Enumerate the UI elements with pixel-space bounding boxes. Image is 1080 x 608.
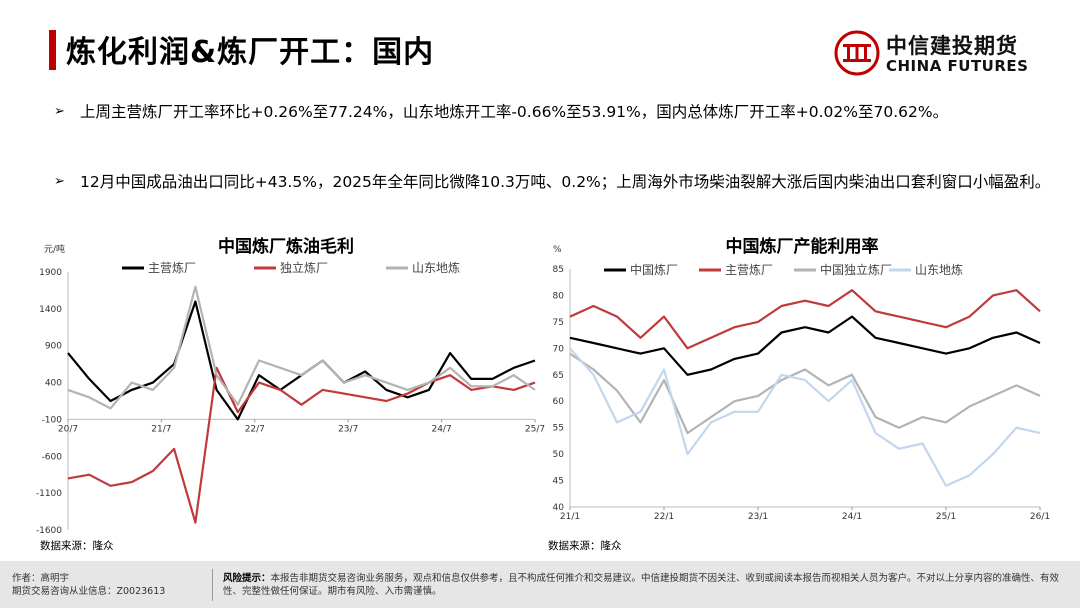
y-tick-label: 60 [553, 397, 565, 407]
y-tick-label: 400 [45, 379, 62, 389]
y-tick-label: 65 [553, 371, 564, 381]
chart-refining-margin: 中国炼厂炼油毛利 元/吨 1900 1400 900 400 -100 -600 -1100 -1… [30, 232, 545, 537]
y-tick-label: 45 [553, 477, 564, 487]
chart-title: 中国炼厂炼油毛利 [218, 236, 354, 257]
legend-label: 主营炼厂 [725, 262, 773, 277]
y-axis-unit: % [553, 245, 562, 255]
y-tick-label: -1600 [36, 526, 62, 536]
y-tick-label: 85 [553, 265, 564, 275]
series-line-3 [67, 285, 536, 410]
legend-label: 山东地炼 [412, 260, 460, 275]
x-tick-label: 26/1 [1030, 512, 1050, 522]
y-tick-label: -600 [42, 452, 63, 462]
x-tick-label: 23/7 [338, 424, 358, 434]
y-tick-label: 55 [553, 424, 564, 434]
bullet-text: 12月中国成品油出口同比+43.5%，2025年全年同比微降10.3万吨、0.2… [80, 173, 1051, 191]
x-tick-label: 21/1 [560, 512, 580, 522]
y-tick-label: 75 [553, 318, 564, 328]
x-tick-label: 23/1 [748, 512, 768, 522]
series-line-3 [569, 352, 1041, 435]
x-tick-label: 22/1 [654, 512, 674, 522]
x-tick-label: 24/7 [431, 424, 451, 434]
series-line-2 [569, 289, 1041, 350]
series-line-2 [67, 366, 536, 524]
legend-label: 山东地炼 [915, 262, 963, 277]
legend-label: 主营炼厂 [148, 260, 196, 275]
legend-label: 独立炼厂 [280, 260, 328, 275]
series-line-1 [569, 315, 1041, 376]
title-accent-bar [49, 30, 56, 70]
series-line-4 [569, 347, 1041, 487]
data-source-right: 数据来源：隆众 [548, 540, 622, 552]
y-tick-label: 40 [553, 503, 565, 513]
y-axis-unit: 元/吨 [44, 243, 65, 255]
footer-divider [212, 569, 213, 601]
chart-refining-margin-svg: 中国炼厂炼油毛利 元/吨 1900 1400 900 400 -100 -600 -1100 -1… [36, 236, 545, 536]
y-tick-label: 80 [553, 291, 565, 301]
footer-risk-label: 风险提示： [223, 573, 271, 584]
legend-label: 中国独立炼厂 [820, 262, 892, 277]
x-tick-label: 25/1 [936, 512, 956, 522]
x-tick-label: 22/7 [245, 424, 265, 434]
footer-license: 期货交易咨询从业信息：Z0023613 [12, 586, 166, 597]
y-tick-label: 900 [45, 342, 62, 352]
logo-emblem-icon [834, 30, 880, 76]
x-tick-label: 21/7 [151, 424, 171, 434]
x-tick-label: 25/7 [525, 424, 545, 434]
footer-author-info: 作者：高明宇 期货交易咨询从业信息：Z0023613 [12, 572, 165, 598]
y-tick-label: -100 [42, 415, 63, 425]
y-tick-label: -1100 [36, 489, 62, 499]
bullet-arrow-icon: ➢ [54, 104, 65, 119]
y-tick-label: 1400 [39, 305, 62, 315]
legend-label: 中国炼厂 [630, 262, 678, 277]
footer-risk-notice: 风险提示：本报告非期货交易咨询业务服务，观点和信息仅供参考，且不构成任何推介和交… [223, 572, 1063, 598]
x-tick-label: 20/7 [58, 424, 78, 434]
footer-risk-text: 本报告非期货交易咨询业务服务，观点和信息仅供参考，且不构成任何推介和交易建议。中… [223, 573, 1060, 597]
footer-author: 作者：高明宇 [12, 573, 70, 584]
logo-english-name: CHINA FUTURES [886, 57, 1029, 75]
chart-title: 中国炼厂产能利用率 [726, 236, 879, 257]
page-title: 炼化利润&炼厂开工：国内 [66, 35, 435, 70]
x-tick-label: 24/1 [842, 512, 862, 522]
y-tick-label: 1900 [39, 268, 62, 278]
data-source-left: 数据来源：隆众 [40, 540, 114, 552]
y-tick-label: 50 [553, 450, 565, 460]
bullet-text: 上周主营炼厂开工率环比+0.26%至77.24%，山东地炼开工率-0.66%至5… [80, 103, 949, 121]
footer: 作者：高明宇 期货交易咨询从业信息：Z0023613 风险提示：本报告非期货交易… [0, 561, 1080, 608]
series-line-1 [67, 300, 536, 421]
y-tick-label: 70 [553, 344, 565, 354]
logo-chinese-name: 中信建投期货 [886, 34, 1018, 58]
company-logo: 中信建投期货 CHINA FUTURES [834, 30, 1034, 76]
bullet-arrow-icon: ➢ [54, 174, 65, 189]
chart-capacity-utilization: 中国炼厂产能利用率% 85 80 75 70 65 60 55 50 45 40 21/1 22/1 23… [540, 232, 1055, 537]
